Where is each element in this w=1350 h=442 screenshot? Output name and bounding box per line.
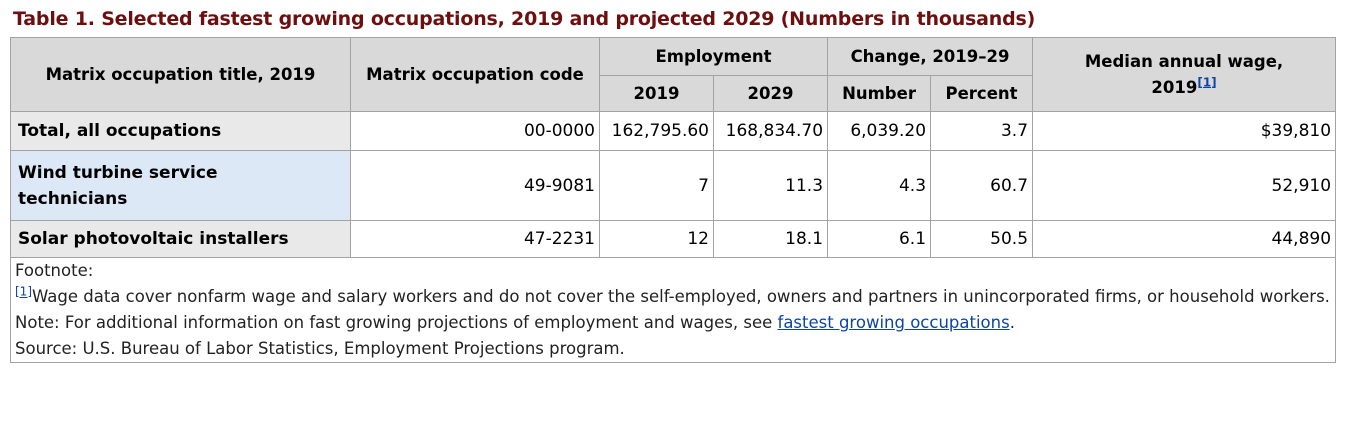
- cell-change-number: 4.3: [827, 150, 932, 221]
- header-row: Matrix occupation title, 2019 Matrix occ…: [10, 37, 1337, 112]
- cell-median-wage: $39,810: [1032, 111, 1337, 151]
- cell-median-wage: 52,910: [1032, 150, 1337, 221]
- table-caption: Table 1. Selected fastest growing occupa…: [13, 8, 1036, 30]
- footnote-note-prefix: Note: For additional information on fast…: [15, 313, 778, 332]
- cell-median-wage: 44,890: [1032, 220, 1337, 258]
- cell-code: 47-2231: [350, 220, 600, 258]
- cell-emp-2029: 11.3: [712, 150, 829, 221]
- footnote-heading: Footnote:: [15, 261, 94, 280]
- header-employment-2019: 2019: [599, 75, 714, 112]
- footnote-ref-sup: [1]: [1197, 75, 1216, 89]
- row-title: Total, all occupations: [10, 111, 351, 151]
- occupations-table: Matrix occupation title, 2019 Matrix occ…: [9, 37, 1337, 363]
- footnote-anchor-link[interactable]: [1]: [15, 284, 32, 299]
- table-row: Solar photovoltaic installers 47-2231 12…: [10, 220, 1337, 258]
- header-median-wage-line2: 2019: [1151, 77, 1198, 97]
- footnotes-cell: Footnote: [1]Wage data cover nonfarm wag…: [9, 257, 1337, 363]
- footnotes-row: Footnote: [1]Wage data cover nonfarm wag…: [9, 257, 1337, 363]
- header-employment-2029: 2029: [712, 75, 829, 112]
- header-occupation-code: Matrix occupation code: [350, 37, 600, 112]
- cell-emp-2019: 7: [599, 150, 714, 221]
- header-employment: Employment: [598, 37, 829, 76]
- footnote-source: Source: U.S. Bureau of Labor Statistics,…: [15, 339, 625, 358]
- header-median-wage: Median annual wage, 2019[1]: [1032, 37, 1337, 112]
- cell-emp-2029: 168,834.70: [712, 111, 829, 151]
- cell-change-percent: 50.5: [930, 220, 1034, 258]
- row-title: Solar photovoltaic installers: [10, 220, 351, 258]
- cell-code: 00-0000: [350, 111, 600, 151]
- cell-change-number: 6.1: [827, 220, 932, 258]
- subheader-row: 2019 2029 Number Percent: [11, 75, 1336, 112]
- header-occupation-title: Matrix occupation title, 2019: [10, 37, 351, 112]
- fastest-growing-occupations-link[interactable]: fastest growing occupations: [777, 313, 1010, 332]
- header-change-number: Number: [827, 75, 932, 112]
- header-median-wage-line1: Median annual wage,: [1084, 51, 1284, 71]
- cell-code: 49-9081: [350, 150, 600, 221]
- row-title-line1: Wind turbine service: [18, 162, 218, 183]
- row-title: Wind turbine service technicians: [10, 150, 351, 221]
- cell-emp-2029: 18.1: [712, 220, 829, 258]
- cell-emp-2019: 12: [599, 220, 714, 258]
- table-row: Total, all occupations 00-0000 162,795.6…: [10, 111, 1337, 151]
- header-change: Change, 2019–29: [827, 37, 1034, 76]
- footnote-wage-note: [1]Wage data cover nonfarm wage and sala…: [15, 284, 1331, 310]
- footnote-note: Note: For additional information on fast…: [15, 310, 1331, 336]
- table-row: Wind turbine service technicians 49-9081…: [10, 150, 1337, 221]
- footnote-ref-link[interactable]: [1]: [1197, 75, 1217, 89]
- cell-emp-2019: 162,795.60: [599, 111, 714, 151]
- cell-change-percent: 3.7: [930, 111, 1034, 151]
- header-change-percent: Percent: [930, 75, 1034, 112]
- cell-change-percent: 60.7: [930, 150, 1034, 221]
- footnote-note-suffix: .: [1009, 313, 1015, 332]
- cell-change-number: 6,039.20: [827, 111, 932, 151]
- row-title-line2: technicians: [18, 188, 128, 209]
- footnote-wage-text: Wage data cover nonfarm wage and salary …: [32, 287, 1330, 306]
